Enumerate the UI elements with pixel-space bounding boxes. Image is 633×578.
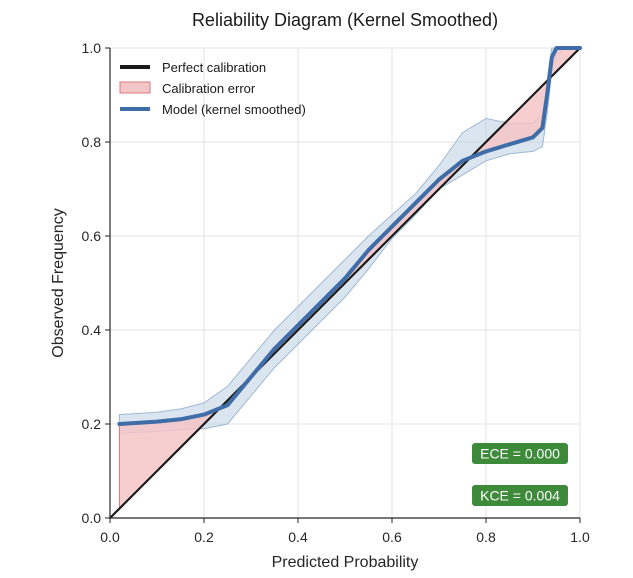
x-tick-label: 0.0 [100,529,120,545]
series-lines-layer [109,46,582,519]
legend-label: Model (kernel smoothed) [162,102,306,117]
y-tick-label: 0.0 [82,510,102,526]
metric-badge [472,485,568,506]
metric-badge-text: ECE = 0.000 [480,446,560,462]
legend-swatch-calibration-error [119,81,151,94]
x-tick-label: 1.0 [570,529,590,545]
metric-badge [472,443,568,464]
chart-title: Reliability Diagram (Kernel Smoothed) [192,10,498,30]
x-tick-label: 0.4 [288,529,308,545]
legend-label: Calibration error [162,81,256,96]
grid-lines [109,47,581,519]
x-axis-label: Predicted Probability [272,554,419,571]
model-line [117,46,582,426]
x-tick-label: 0.6 [382,529,402,545]
y-tick-label: 0.8 [82,134,102,150]
axes [109,48,580,519]
y-tick-label: 0.4 [82,322,102,338]
perfect-calibration-line [109,47,581,519]
metric-badge-text: KCE = 0.004 [480,488,560,504]
x-tick-label: 0.2 [194,529,214,545]
legend-label: Perfect calibration [162,60,266,75]
legend: Perfect calibration Calibration error Mode… [119,60,306,117]
y-tick-label: 1.0 [82,40,102,56]
metric-badges: ECE = 0.000 KCE = 0.004 [472,443,568,506]
tick-labels: 0.0 0.2 0.4 0.6 0.8 1.0 0.0 0.2 0.4 0.6 0.8 1.0 [82,40,590,545]
y-tick-label: 0.6 [82,228,102,244]
y-tick-label: 0.2 [82,416,102,432]
y-axis-label: Observed Frequency [50,208,67,357]
x-tick-label: 0.8 [476,529,496,545]
